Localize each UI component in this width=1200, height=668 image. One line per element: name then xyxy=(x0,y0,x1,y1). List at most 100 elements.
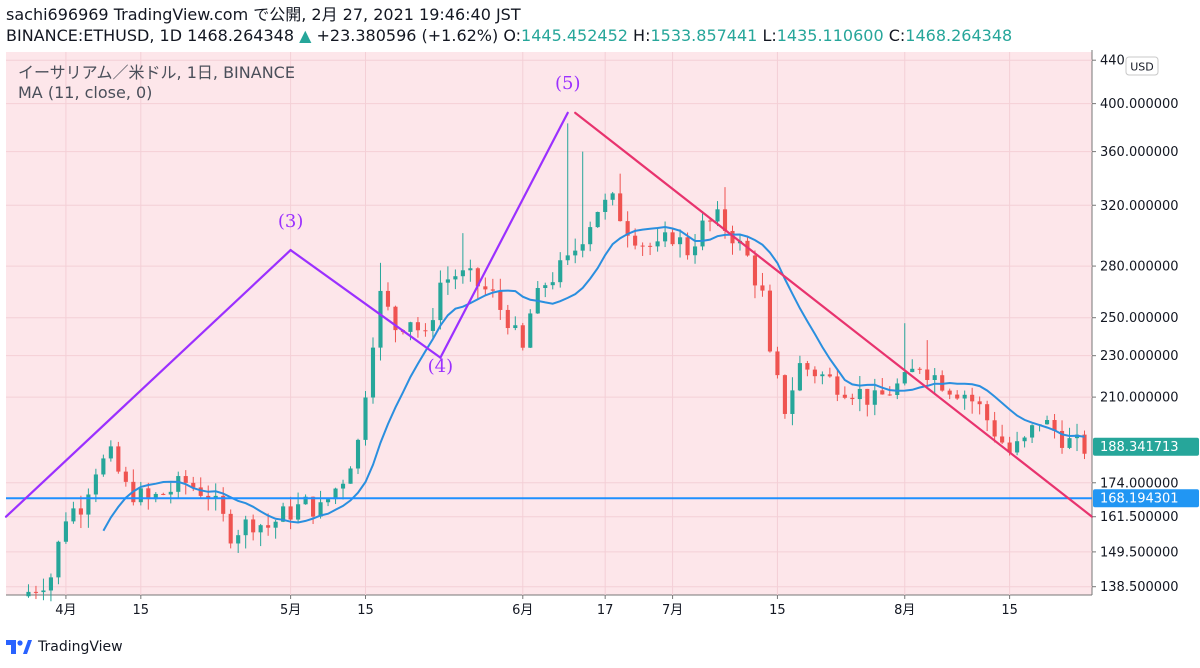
candle xyxy=(850,393,855,406)
candle-body xyxy=(251,519,256,533)
candle xyxy=(370,337,376,404)
candle-body xyxy=(692,246,698,256)
candle-body xyxy=(183,476,188,483)
candle-body xyxy=(101,458,106,475)
publish-line: sachi696969 TradingView.com で公開, 2月 27, … xyxy=(6,5,521,24)
candle xyxy=(880,378,885,395)
candle xyxy=(258,523,263,547)
price-tick-label: 250.000000 xyxy=(1100,311,1179,326)
footer-brand: TradingView xyxy=(38,639,123,655)
candle xyxy=(468,259,473,282)
candle xyxy=(655,228,660,252)
candle-body xyxy=(663,232,668,242)
candle xyxy=(618,173,623,222)
time-tick-label: 6月 xyxy=(512,603,533,618)
price-tick-label: 400.000000 xyxy=(1100,97,1179,112)
price-tick-label: 320.000000 xyxy=(1100,199,1179,214)
candle-body xyxy=(775,351,780,376)
candle-body xyxy=(408,322,413,332)
candle xyxy=(625,211,630,248)
plot-area xyxy=(6,52,1092,595)
price-badge-label: 168.194301 xyxy=(1100,492,1179,507)
candle-body xyxy=(595,211,600,228)
candle xyxy=(385,282,391,311)
candle-body xyxy=(550,282,555,286)
candle-body xyxy=(191,482,196,488)
candle-body xyxy=(176,476,181,492)
candle-body xyxy=(33,591,39,593)
candle-body xyxy=(767,290,773,352)
candle xyxy=(63,512,68,544)
candle xyxy=(183,470,188,495)
candle-body xyxy=(820,374,825,377)
footer: TradingView xyxy=(6,636,123,658)
wave-up-3-label: (3) xyxy=(278,211,304,232)
candle-body xyxy=(483,286,488,290)
candle xyxy=(490,278,495,298)
candle xyxy=(842,386,847,400)
candle xyxy=(707,218,713,232)
candle xyxy=(752,250,758,299)
candle xyxy=(303,494,308,505)
candle-body xyxy=(827,374,832,377)
price-chart[interactable]: (3) (4) (5) 440 400.000000 360.000000 320.0000… xyxy=(0,50,1200,628)
candle xyxy=(236,529,241,553)
candle xyxy=(955,390,960,400)
candle xyxy=(663,221,668,248)
symbol-ohlc-line: BINANCE:ETHUSD, 1D 1468.264348 ▲ +23.380… xyxy=(6,26,1012,46)
candle xyxy=(700,210,705,251)
candle-body xyxy=(752,255,758,286)
candle-body xyxy=(707,220,713,222)
candle-body xyxy=(490,289,495,291)
candle-body xyxy=(797,363,802,391)
currency-button[interactable]: USD xyxy=(1125,56,1159,76)
candle-body xyxy=(722,209,728,231)
time-tick-label: 7月 xyxy=(662,603,683,618)
candle-body xyxy=(108,446,113,459)
candle xyxy=(513,316,518,331)
candle xyxy=(648,242,653,256)
price-tick-label: 138.500000 xyxy=(1100,580,1179,595)
chart-svg[interactable]: (3) (4) (5) 440 400.000000 360.000000 320.0000… xyxy=(0,50,1200,628)
candle xyxy=(895,378,900,400)
candle xyxy=(678,229,683,258)
candle xyxy=(243,515,248,549)
candle xyxy=(483,277,488,295)
candle xyxy=(827,367,832,378)
candle-body xyxy=(565,255,570,261)
candle xyxy=(565,123,570,265)
candle xyxy=(835,369,840,402)
candle xyxy=(580,151,585,258)
low-value: 1435.110600 xyxy=(776,26,884,45)
candle xyxy=(161,492,166,496)
candle-body xyxy=(895,383,900,396)
candle-body xyxy=(812,369,817,377)
high-value: 1533.857441 xyxy=(650,26,758,45)
candle-body xyxy=(325,499,331,503)
candle-body xyxy=(393,306,398,331)
wave-up-3-line xyxy=(4,248,292,518)
price-tick-label: 149.500000 xyxy=(1100,545,1179,560)
candle xyxy=(56,540,61,585)
candle xyxy=(977,396,982,415)
change-arrow-icon: ▲ xyxy=(299,26,312,45)
candle-body xyxy=(288,506,293,520)
candle xyxy=(438,270,443,330)
candle-body xyxy=(1059,430,1065,448)
candle-body xyxy=(1067,438,1072,448)
candle xyxy=(498,278,503,320)
candle-body xyxy=(782,375,787,414)
candle-body xyxy=(932,375,937,381)
candle-body xyxy=(26,591,31,597)
candle-body xyxy=(835,376,840,395)
candle-body xyxy=(640,245,645,247)
candle-body xyxy=(670,232,675,245)
price-badge-label: 188.341713 xyxy=(1100,440,1179,455)
candle xyxy=(985,400,990,432)
candle-body xyxy=(588,227,593,245)
candle-body xyxy=(348,468,353,484)
candle xyxy=(550,272,555,290)
candle xyxy=(857,375,862,412)
candle-body xyxy=(415,322,420,331)
candle xyxy=(970,387,975,414)
